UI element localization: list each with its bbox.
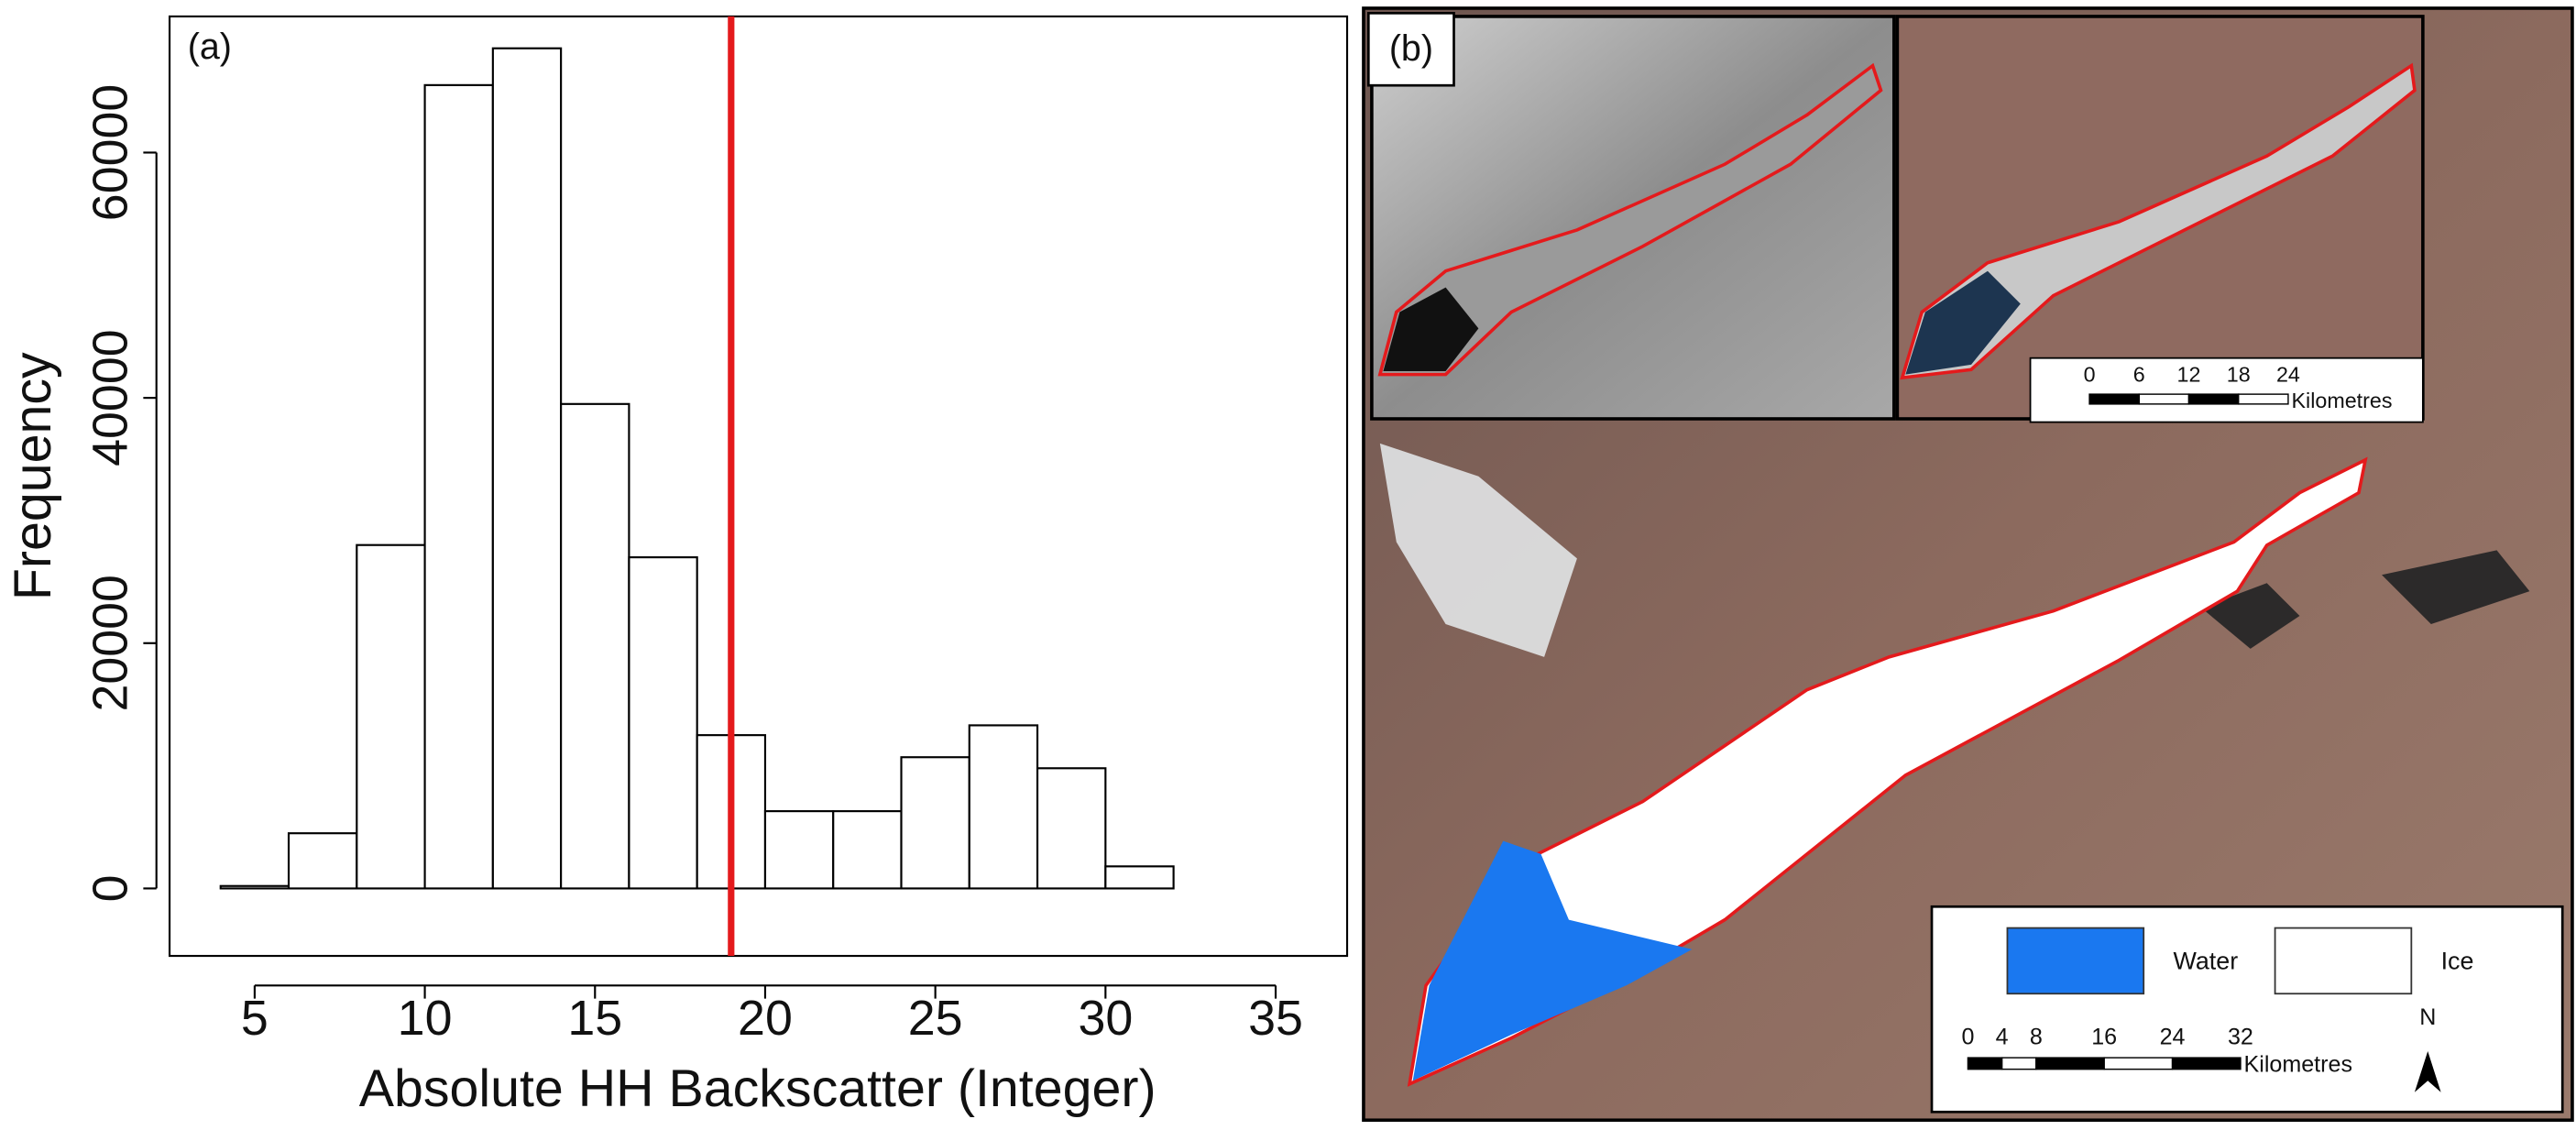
scale-tick-label: 12: [2177, 363, 2201, 387]
bar: [560, 402, 630, 890]
scale-tick-label: 24: [2160, 1024, 2186, 1049]
legend-swatch: [2006, 927, 2145, 995]
scale-unit: Kilometres: [2244, 1052, 2352, 1078]
lake-outline: [1377, 62, 1883, 377]
y-tick-label: 0: [82, 874, 137, 902]
bar: [628, 556, 698, 890]
bar: [832, 810, 903, 890]
scale-segment: [2103, 1057, 2174, 1070]
scale-segment: [2171, 1057, 2242, 1070]
x-tick-label: 35: [1248, 991, 1303, 1046]
north-arrow: [2414, 1050, 2441, 1092]
scale-segment: [2088, 393, 2140, 405]
bar: [287, 832, 358, 890]
y-tick-label: 60000: [82, 84, 137, 221]
plot-frame: [168, 15, 1349, 958]
panel-label: (b): [1389, 28, 1433, 69]
bar: [1104, 865, 1175, 890]
x-tick-label: 5: [241, 991, 269, 1046]
bar: [763, 810, 835, 890]
x-tick-label: 30: [1078, 991, 1133, 1046]
bar: [1036, 767, 1107, 890]
x-tick-label: 15: [567, 991, 622, 1046]
scale-segment: [2237, 393, 2289, 405]
scale-tick-label: 6: [2133, 363, 2145, 387]
x-axis-label: Absolute HH Backscatter (Integer): [359, 1059, 1156, 1118]
pond: [2382, 550, 2530, 625]
lake-water: [1412, 840, 1693, 1081]
scale-segment: [2187, 393, 2240, 405]
lake-dark: [1905, 270, 2021, 375]
bar: [356, 543, 426, 890]
y-axis-label: Frequency: [4, 352, 62, 600]
x-tick-label: 10: [398, 991, 453, 1046]
north-label: N: [2419, 1004, 2436, 1030]
bar: [968, 724, 1039, 890]
panel-label: (a): [188, 27, 232, 67]
scale-tick-label: 24: [2276, 363, 2300, 387]
y-tick-label: 20000: [82, 575, 137, 711]
x-tick-label: 20: [738, 991, 793, 1046]
lake-outline: [1900, 62, 2417, 380]
bar: [423, 83, 494, 890]
scale-tick-label: 32: [2228, 1024, 2253, 1049]
scale-segment: [2001, 1057, 2037, 1070]
scale-box: [2029, 357, 2424, 423]
x-tick-label: 25: [908, 991, 963, 1046]
scale-tick-label: 0: [2084, 363, 2096, 387]
legend: Water Ice 0 4 8 16 24 32 Kilometres: [1961, 927, 2474, 1078]
bar: [491, 47, 563, 890]
scale-tick-label: 16: [2091, 1024, 2117, 1049]
scale-unit: Kilometres: [2292, 389, 2393, 412]
bar: [900, 756, 970, 890]
legend-label: Water: [2173, 947, 2238, 974]
legend-label: Ice: [2441, 947, 2474, 974]
scale-tick-label: 8: [2030, 1024, 2043, 1049]
y-tick-label: 40000: [82, 329, 137, 466]
lake-dark: [1383, 287, 1479, 372]
scale-segment: [2138, 393, 2190, 405]
scale-segment: [2035, 1057, 2105, 1070]
scale-tick-label: 18: [2227, 363, 2251, 387]
lake-ice: [1407, 456, 2368, 1087]
legend-swatch: [2274, 927, 2413, 995]
scale-segment: [1967, 1057, 2003, 1070]
label-box: [1366, 11, 1455, 87]
scale-tick-label: 0: [1961, 1024, 1974, 1049]
glacier: [1379, 443, 1577, 657]
scale-tick-label: 4: [1996, 1024, 2009, 1049]
bar: [219, 884, 290, 890]
